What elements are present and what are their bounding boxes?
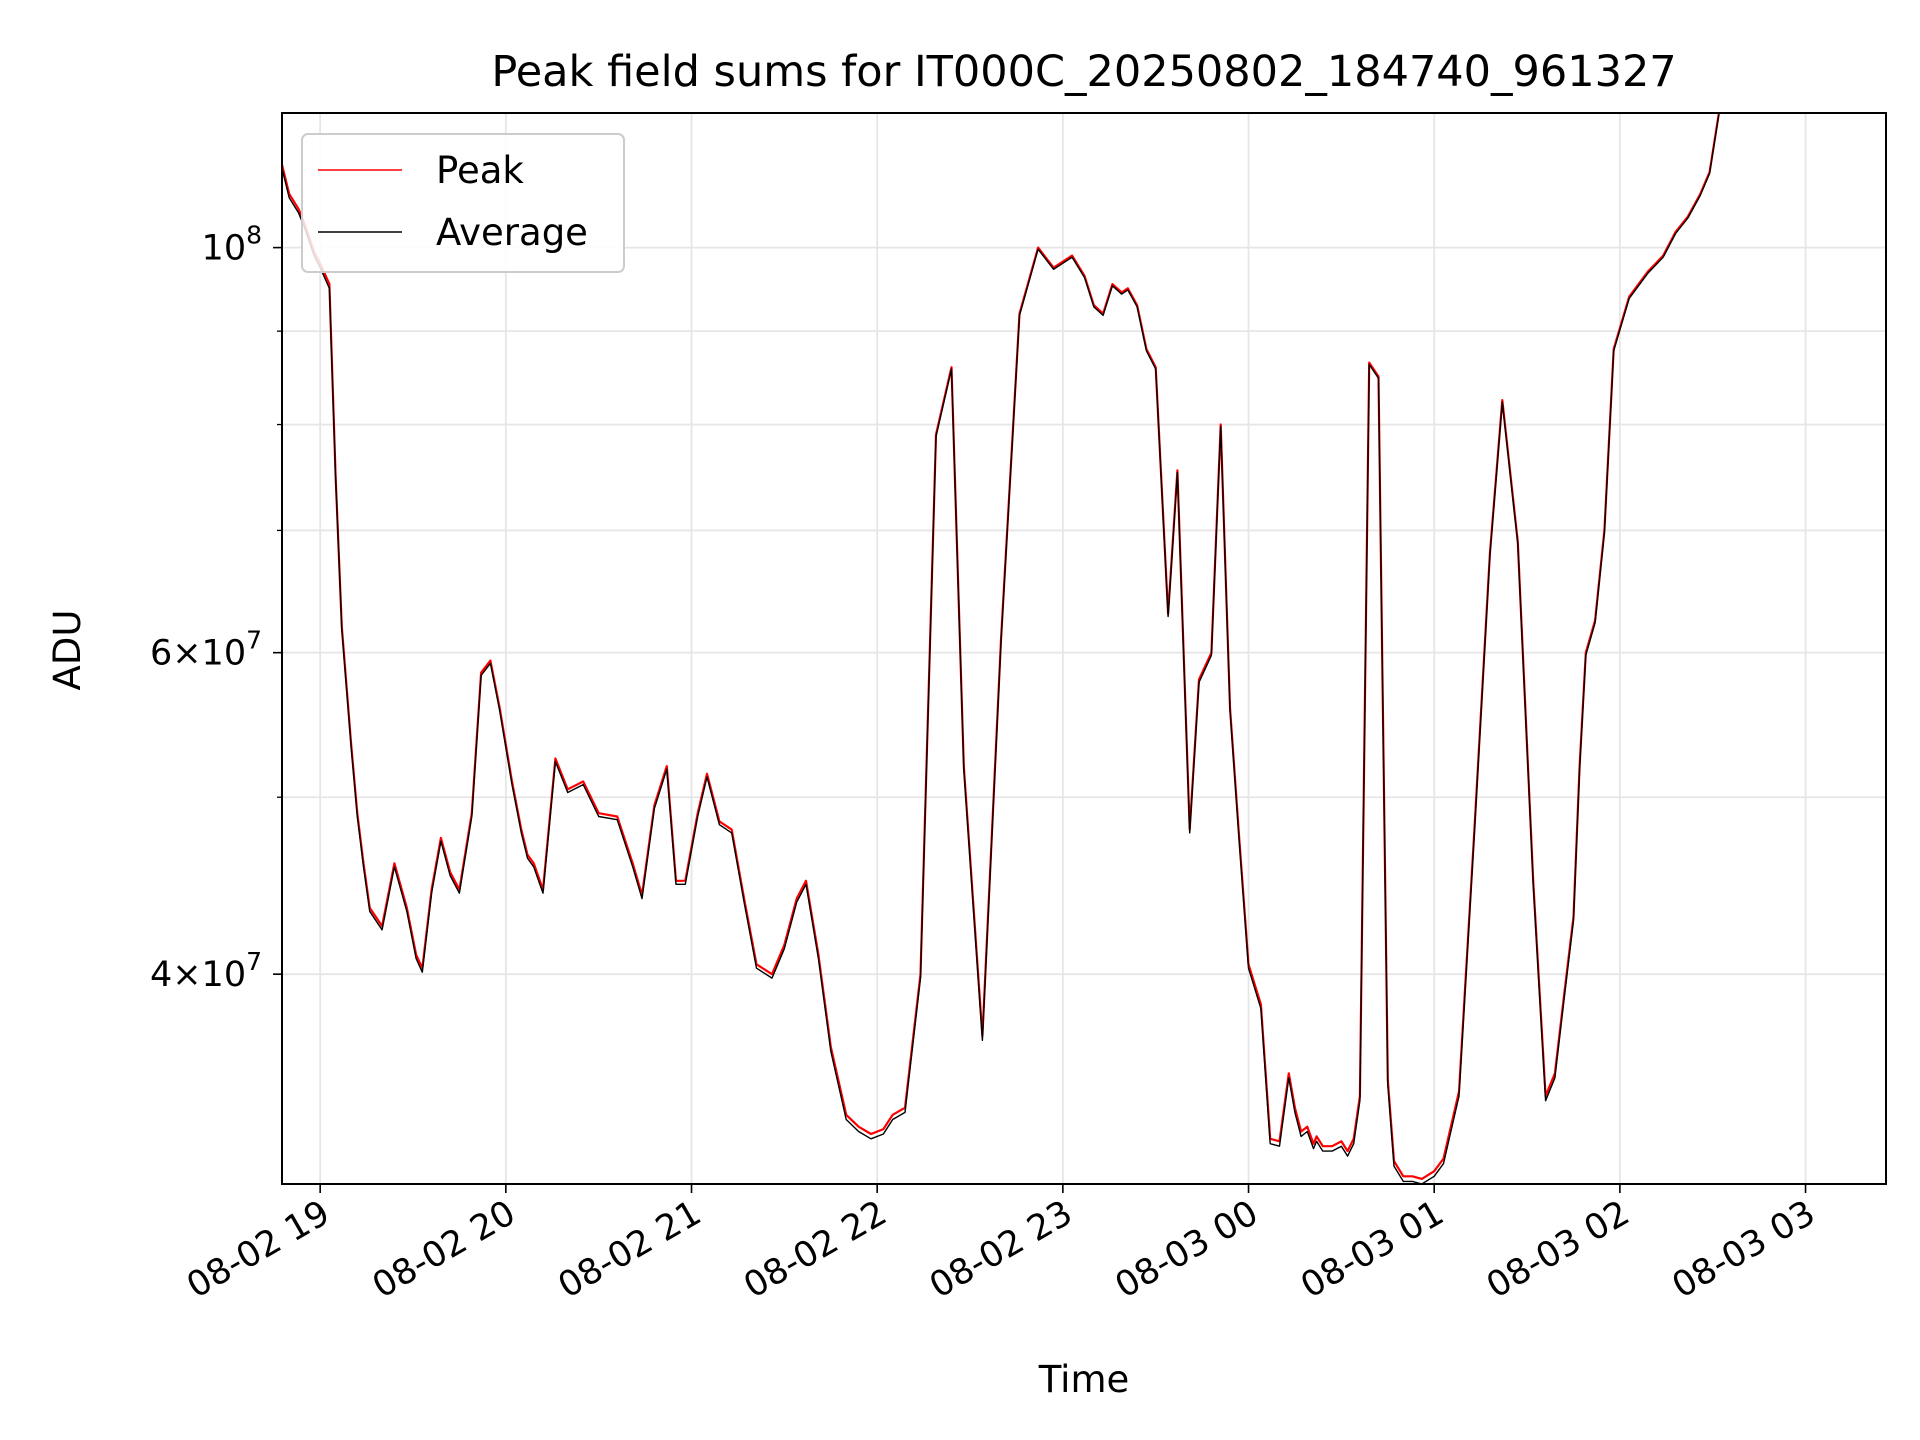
y-axis-label: ADU — [46, 610, 89, 691]
y-tick-label-base: 10 — [202, 955, 247, 995]
plot-area-frame — [281, 112, 1887, 1185]
y-tick-label-base: 10 — [202, 634, 247, 674]
y-tick-label-exponent: 8 — [246, 221, 262, 250]
legend-label-average: Average — [436, 211, 588, 254]
legend: Peak Average — [301, 133, 625, 273]
y-tick-label-prefix: 6× — [150, 634, 202, 674]
legend-label-peak: Peak — [436, 149, 524, 192]
y-tick-label: 108 — [202, 221, 262, 269]
y-tick-label-exponent: 7 — [246, 626, 262, 655]
y-tick-label-exponent: 7 — [246, 947, 262, 976]
chart-title: Peak field sums for IT000C_20250802_1847… — [491, 47, 1676, 97]
legend-box — [301, 133, 625, 273]
series-line-average — [281, 114, 1720, 1185]
plot-series — [280, 112, 1720, 1185]
y-tick-label: 4×107 — [150, 947, 262, 995]
y-tick-label-prefix: 4× — [150, 955, 202, 995]
x-axis-label: Time — [1038, 1358, 1130, 1401]
y-tick-label-base: 10 — [202, 229, 247, 269]
y-tick-label: 6×107 — [150, 626, 262, 674]
